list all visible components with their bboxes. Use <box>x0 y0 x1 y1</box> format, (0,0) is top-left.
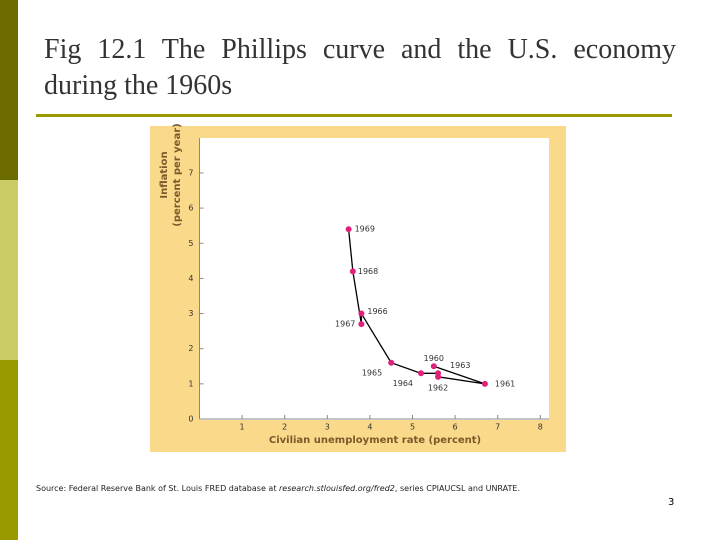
y-tick-label: 1 <box>188 379 193 388</box>
x-tick-label: 6 <box>453 423 458 432</box>
y-tick-label: 5 <box>188 239 193 248</box>
y-axis-label: (percent per year) <box>172 123 183 226</box>
point-label: 1966 <box>367 307 387 316</box>
point-label: 1964 <box>393 379 413 388</box>
data-point <box>388 359 395 366</box>
data-point <box>430 363 437 370</box>
y-tick-label: 7 <box>188 168 193 177</box>
point-label: 1967 <box>335 320 355 329</box>
slide-title: Fig 12.1 The Phillips curve and the U.S.… <box>44 34 676 101</box>
stripe <box>0 360 18 540</box>
x-tick-label: 7 <box>495 423 500 432</box>
x-tick-label: 5 <box>410 423 415 432</box>
title-rule <box>36 114 672 117</box>
source-note: Source: Federal Reserve Bank of St. Loui… <box>36 484 520 493</box>
source-url: research.stlouisfed.org/fred2 <box>279 484 395 493</box>
point-label: 1963 <box>450 361 470 370</box>
y-tick-label: 6 <box>188 204 193 213</box>
point-label: 1960 <box>424 354 444 363</box>
x-tick-label: 8 <box>538 423 543 432</box>
x-axis-label: Civilian unemployment rate (percent) <box>269 435 481 446</box>
stripe <box>0 0 18 180</box>
y-tick-label: 3 <box>188 309 193 318</box>
curve-line <box>347 229 486 385</box>
y-axis-label: Inflation <box>159 151 170 198</box>
point-label: 1962 <box>428 383 448 392</box>
plot-area <box>200 138 549 420</box>
y-tick-label: 4 <box>188 274 193 283</box>
x-tick-label: 4 <box>367 423 372 432</box>
data-point <box>349 268 356 275</box>
page-number: 3 <box>668 497 675 508</box>
x-tick-label: 3 <box>325 423 330 432</box>
data-point <box>358 310 365 317</box>
y-tick-label: 0 <box>188 415 193 424</box>
data-point <box>418 370 425 377</box>
source-text: , series CPIAUCSL and UNRATE. <box>394 484 520 493</box>
x-tick-label: 2 <box>282 423 287 432</box>
point-label: 1968 <box>358 267 378 276</box>
y-tick-label: 2 <box>188 344 193 353</box>
data-point <box>481 380 488 387</box>
point-label: 1969 <box>355 225 375 234</box>
data-point <box>358 321 365 328</box>
source-text: Source: Federal Reserve Bank of St. Loui… <box>36 484 279 493</box>
point-label: 1961 <box>495 379 515 388</box>
data-point <box>345 226 352 233</box>
point-label: 1965 <box>362 368 382 377</box>
data-point <box>435 370 442 377</box>
stripe <box>0 180 18 360</box>
x-tick-label: 1 <box>240 423 245 432</box>
